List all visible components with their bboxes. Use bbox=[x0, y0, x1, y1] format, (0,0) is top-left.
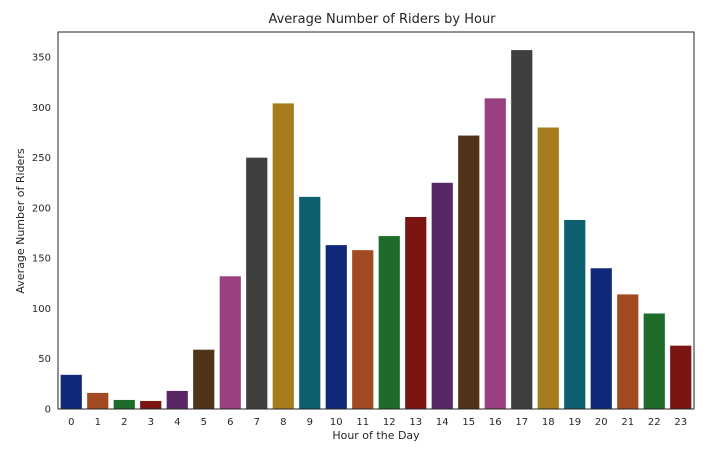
x-tick-label: 3 bbox=[148, 417, 154, 428]
x-tick-label: 6 bbox=[227, 417, 233, 428]
bar-hour-8 bbox=[272, 103, 294, 409]
x-tick-label: 10 bbox=[330, 417, 343, 428]
y-tick-label: 200 bbox=[32, 203, 51, 214]
y-axis-label: Average Number of Riders bbox=[14, 148, 27, 293]
x-tick-label: 17 bbox=[515, 417, 528, 428]
x-tick-label: 8 bbox=[280, 417, 286, 428]
x-tick-label: 4 bbox=[174, 417, 180, 428]
bar-hour-11 bbox=[352, 250, 374, 409]
x-tick-label: 18 bbox=[542, 417, 555, 428]
x-tick-label: 0 bbox=[68, 417, 74, 428]
x-tick-label: 20 bbox=[595, 417, 608, 428]
bar-hour-14 bbox=[431, 182, 453, 409]
x-tick-label: 9 bbox=[307, 417, 313, 428]
bar-hour-15 bbox=[458, 135, 480, 410]
y-tick-label: 300 bbox=[32, 103, 51, 114]
y-tick-label: 0 bbox=[45, 405, 51, 416]
x-tick-label: 22 bbox=[648, 417, 661, 428]
bar-hour-13 bbox=[405, 216, 427, 409]
bar-hour-22 bbox=[643, 313, 665, 409]
x-ticks: 0 1 2 3 4 5 6 7 8 9 10 11 12 13 14 15 16 17 18 19 20 21 22 23 bbox=[68, 417, 687, 428]
x-tick-label: 19 bbox=[568, 417, 581, 428]
plot-frame bbox=[57, 31, 695, 410]
bar-hour-10 bbox=[325, 245, 347, 409]
x-tick-label: 21 bbox=[621, 417, 634, 428]
bar-hour-12 bbox=[378, 236, 400, 409]
x-tick-label: 12 bbox=[383, 417, 396, 428]
y-ticks: 0 50 100 150 200 250 300 350 bbox=[32, 53, 51, 416]
x-tick-label: 15 bbox=[462, 417, 475, 428]
x-tick-label: 7 bbox=[254, 417, 260, 428]
bar-hour-19 bbox=[564, 220, 586, 409]
bar-hour-5 bbox=[193, 349, 215, 409]
y-tick-label: 350 bbox=[32, 53, 51, 64]
bar-hour-6 bbox=[219, 276, 241, 409]
x-tick-label: 1 bbox=[95, 417, 101, 428]
x-axis-label: Hour of the Day bbox=[332, 429, 420, 442]
y-tick-label: 100 bbox=[32, 304, 51, 315]
bar-hour-1 bbox=[87, 392, 109, 409]
x-tick-label: 11 bbox=[356, 417, 369, 428]
bar-hour-16 bbox=[484, 98, 506, 409]
bar-hour-4 bbox=[166, 390, 188, 409]
y-tick-label: 50 bbox=[38, 354, 51, 365]
x-tick-label: 5 bbox=[201, 417, 207, 428]
bar-hour-20 bbox=[590, 268, 612, 409]
bar-hour-23 bbox=[670, 345, 692, 409]
y-tick-label: 150 bbox=[32, 254, 51, 265]
bar-hour-0 bbox=[60, 374, 82, 409]
bar-hour-7 bbox=[246, 157, 268, 409]
bar-hour-18 bbox=[537, 127, 559, 409]
x-tick-label: 2 bbox=[121, 417, 127, 428]
bar-hour-3 bbox=[140, 400, 162, 409]
bars bbox=[60, 50, 692, 410]
chart-title: Average Number of Riders by Hour bbox=[268, 12, 496, 27]
bar-hour-21 bbox=[617, 294, 639, 409]
x-tick-label: 16 bbox=[489, 417, 502, 428]
bar-hour-9 bbox=[299, 196, 321, 409]
x-tick-label: 14 bbox=[436, 417, 449, 428]
x-tick-label: 23 bbox=[674, 417, 687, 428]
bar-hour-17 bbox=[511, 50, 533, 409]
y-tick-label: 250 bbox=[32, 153, 51, 164]
x-tick-label: 13 bbox=[409, 417, 422, 428]
bar-hour-2 bbox=[113, 399, 135, 409]
